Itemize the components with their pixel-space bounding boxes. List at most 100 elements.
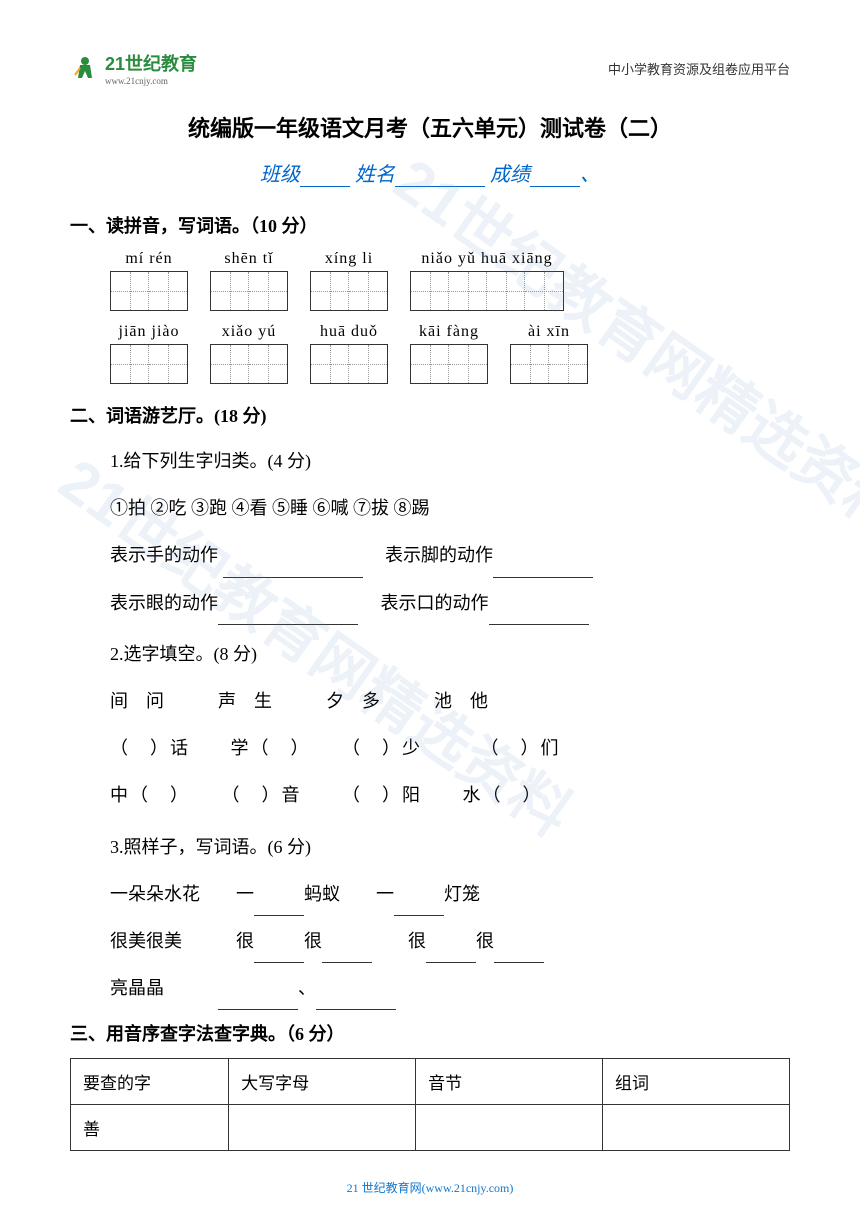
character-box[interactable] [511,345,549,383]
name-label: 姓名 [355,164,395,186]
character-box[interactable] [487,272,525,310]
table-cell[interactable] [603,1105,790,1151]
pinyin-section: mí rénshēn tǐxíng liniǎo yǔ huā xiāng ji… [70,250,790,384]
category-label: 表示脚的动作 [385,545,493,565]
table-header-row: 要查的字 大写字母 音节 组词 [71,1059,790,1105]
logo-url: www.21cnjy.com [105,76,197,86]
pinyin-item: kāi fàng [410,323,488,384]
example-text: 亮晶晶 [110,978,164,998]
fill-item[interactable]: （ ）话 [110,738,190,758]
character-grid[interactable] [210,344,288,384]
table-cell: 善 [71,1105,229,1151]
fill-item[interactable]: 水（ ） [463,785,543,805]
character-box[interactable] [249,345,287,383]
pinyin-item: mí rén [110,250,188,311]
character-box[interactable] [349,345,387,383]
table-cell[interactable] [229,1105,416,1151]
fill-blank[interactable] [254,898,304,916]
character-box[interactable] [311,345,349,383]
table-cell[interactable] [416,1105,603,1151]
class-blank[interactable] [300,167,350,187]
character-grid[interactable] [310,344,388,384]
name-blank[interactable] [395,167,485,187]
character-box[interactable] [349,272,387,310]
category-label: 表示口的动作 [381,593,489,613]
sub2-2-fill-row: 中（ ） （ ）音 （ ）阳 水（ ） [110,774,790,817]
fill-blank[interactable] [322,945,372,963]
pinyin-label: xiǎo yú [222,323,277,341]
pinyin-item: huā duǒ [310,323,388,384]
character-grid[interactable] [510,344,588,384]
character-box[interactable] [149,272,187,310]
character-grid[interactable] [110,344,188,384]
character-box[interactable] [249,272,287,310]
pinyin-label: niǎo yǔ huā xiāng [421,250,552,268]
dictionary-lookup-table: 要查的字 大写字母 音节 组词 善 [70,1058,790,1151]
fill-blank[interactable] [394,898,444,916]
category-label: 表示眼的动作 [110,593,218,613]
fill-blank[interactable] [426,945,476,963]
word-suffix: 灯笼 [444,884,480,904]
header-tag: 中小学教育资源及组卷应用平台 [608,59,790,78]
character-grid[interactable] [410,271,564,311]
class-label: 班级 [260,164,300,186]
fill-blank[interactable] [254,945,304,963]
fill-blank[interactable] [494,945,544,963]
fill-item[interactable]: （ ）少 [342,738,422,758]
pinyin-item: xíng li [310,250,388,311]
fill-item[interactable]: （ ）阳 [342,785,422,805]
character-box[interactable] [111,272,149,310]
character-grid[interactable] [210,271,288,311]
sub2-2-title: 2.选字填空。(8 分) [110,633,790,676]
word-prefix: 很 [408,931,426,951]
fill-item[interactable]: （ ）音 [222,785,302,805]
sub2-1-line: 表示手的动作 表示脚的动作 [110,534,790,577]
fill-blank[interactable] [489,607,589,625]
character-box[interactable] [411,345,449,383]
pinyin-label: ài xīn [528,323,570,341]
character-box[interactable] [111,345,149,383]
exam-title: 统编版一年级语文月考（五六单元）测试卷（二） [70,111,790,143]
category-label: 表示手的动作 [110,545,218,565]
section3-title: 三、用音序查字法查字典。（6 分） [70,1020,790,1046]
character-box[interactable] [525,272,563,310]
character-grid[interactable] [110,271,188,311]
score-blank[interactable] [530,167,580,187]
word-prefix: 很 [476,931,494,951]
fill-blank[interactable] [218,607,358,625]
page-footer: 21 世纪教育网(www.21cnjy.com) [0,1179,860,1196]
table-header: 组词 [603,1059,790,1105]
character-box[interactable] [411,272,449,310]
fill-blank[interactable] [223,560,363,578]
sub2-2-fill-row: （ ）话 学（ ） （ ）少 （ ）们 [110,727,790,770]
fill-item[interactable]: 中（ ） [110,785,181,805]
pinyin-label: huā duǒ [320,323,378,341]
fill-blank[interactable] [218,992,298,1010]
character-box[interactable] [449,345,487,383]
character-box[interactable] [211,272,249,310]
sub2-2-choices: 间 问 声 生 夕 多 池 他 [110,680,790,723]
character-grid[interactable] [410,344,488,384]
word-prefix: 很 [304,931,322,951]
logo-text: 21世纪教育 [105,50,197,76]
table-row: 善 [71,1105,790,1151]
table-header: 要查的字 [71,1059,229,1105]
character-box[interactable] [311,272,349,310]
fill-item[interactable]: 学（ ） [231,738,302,758]
character-box[interactable] [149,345,187,383]
pinyin-label: shēn tǐ [224,250,273,268]
character-box[interactable] [549,345,587,383]
pinyin-label: kāi fàng [419,323,479,341]
student-info-line: 班级 姓名 成绩、 [70,158,790,187]
pinyin-label: xíng li [325,250,373,268]
fill-item[interactable]: （ ）们 [481,738,561,758]
fill-blank[interactable] [316,992,396,1010]
sub2-3-row: 一朵朵水花 一蚂蚁 一灯笼 [110,873,790,916]
character-grid[interactable] [310,271,388,311]
fill-blank[interactable] [493,560,593,578]
table-header: 大写字母 [229,1059,416,1105]
section1-title: 一、读拼音，写词语。（10 分） [70,212,790,238]
sub2-1-title: 1.给下列生字归类。(4 分) [110,440,790,483]
character-box[interactable] [211,345,249,383]
character-box[interactable] [449,272,487,310]
